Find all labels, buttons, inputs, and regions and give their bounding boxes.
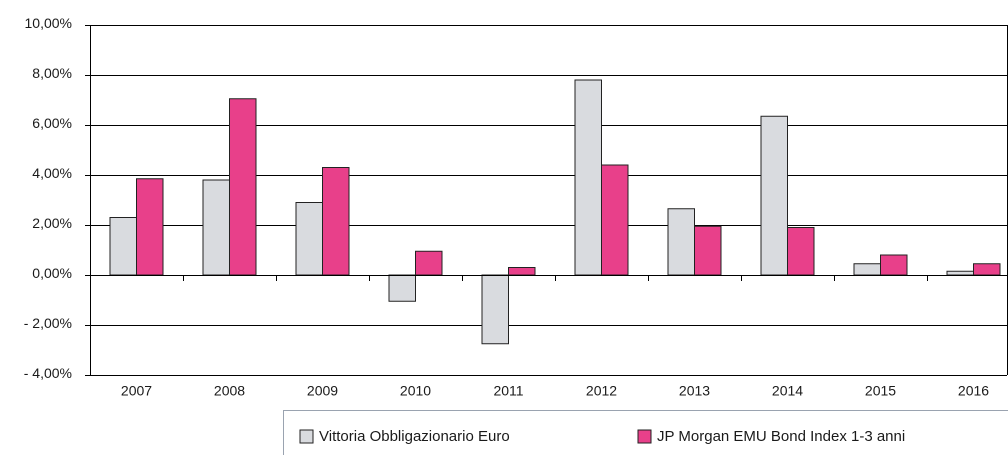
y-tick-label: 6,00%: [32, 115, 72, 131]
x-tick-label: 2012: [586, 383, 617, 399]
y-tick-label: - 2,00%: [24, 315, 72, 331]
legend-label: JP Morgan EMU Bond Index 1-3 anni: [657, 428, 905, 445]
legend-swatch: [637, 429, 652, 444]
bar: [880, 254, 908, 276]
bar: [946, 270, 974, 276]
y-tick-label: 10,00%: [25, 15, 72, 31]
y-tick-label: - 4,00%: [24, 365, 72, 381]
x-tick-label: 2007: [121, 383, 152, 399]
bar: [481, 274, 509, 345]
x-tick-label: 2010: [400, 383, 431, 399]
bar: [973, 263, 1001, 276]
x-tick-label: 2014: [772, 383, 803, 399]
bar: [202, 179, 230, 276]
y-tick-label: 4,00%: [32, 165, 72, 181]
bar: [322, 167, 350, 276]
bar: [694, 225, 722, 276]
legend-swatch: [299, 429, 314, 444]
y-tick-label: 0,00%: [32, 265, 72, 281]
y-tick-label: 8,00%: [32, 65, 72, 81]
bar: [415, 250, 443, 276]
bar: [109, 217, 137, 276]
bar: [667, 208, 695, 276]
y-tick-label: 2,00%: [32, 215, 72, 231]
bar: [388, 274, 416, 302]
bar: [508, 267, 536, 276]
bar: [295, 202, 323, 276]
bar: [601, 164, 629, 276]
legend-box: [283, 410, 1008, 455]
x-tick-label: 2016: [958, 383, 989, 399]
legend-label: Vittoria Obbligazionario Euro: [319, 428, 510, 445]
bar: [574, 79, 602, 276]
x-tick-label: 2009: [307, 383, 338, 399]
bar: [136, 178, 164, 276]
x-tick-label: 2008: [214, 383, 245, 399]
x-tick-label: 2013: [679, 383, 710, 399]
bar: [760, 115, 788, 276]
x-tick-label: 2011: [493, 383, 523, 399]
x-tick-label: 2015: [865, 383, 896, 399]
bar: [853, 263, 881, 276]
bar: [787, 227, 815, 276]
bar: [229, 98, 257, 276]
